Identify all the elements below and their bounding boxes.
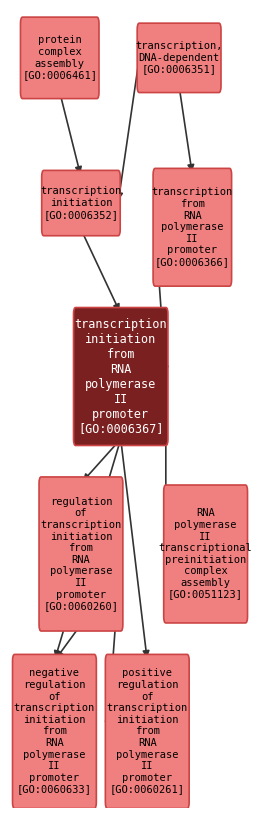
FancyBboxPatch shape [20, 17, 99, 98]
Text: transcription
from
RNA
polymerase
II
promoter
[GO:0006366]: transcription from RNA polymerase II pro… [152, 188, 233, 267]
FancyBboxPatch shape [164, 485, 248, 623]
Text: RNA
polymerase
II
transcriptional
preinitiation
complex
assembly
[GO:0051123]: RNA polymerase II transcriptional preini… [159, 508, 252, 599]
Text: transcription
initiation
[GO:0006352]: transcription initiation [GO:0006352] [40, 186, 122, 220]
Text: transcription
initiation
from
RNA
polymerase
II
promoter
[GO:0006367]: transcription initiation from RNA polyme… [75, 318, 167, 436]
FancyBboxPatch shape [137, 23, 221, 93]
FancyBboxPatch shape [39, 477, 123, 631]
FancyBboxPatch shape [73, 307, 168, 446]
FancyBboxPatch shape [42, 171, 120, 236]
Text: positive
regulation
of
transcription
initiation
from
RNA
polymerase
II
promoter
: positive regulation of transcription ini… [107, 668, 188, 794]
Text: regulation
of
transcription
initiation
from
RNA
polymerase
II
promoter
[GO:00602: regulation of transcription initiation f… [40, 497, 122, 611]
Text: protein
complex
assembly
[GO:0006461]: protein complex assembly [GO:0006461] [22, 36, 97, 80]
Text: transcription,
DNA-dependent
[GO:0006351]: transcription, DNA-dependent [GO:0006351… [135, 41, 223, 75]
FancyBboxPatch shape [105, 654, 189, 808]
FancyBboxPatch shape [153, 168, 232, 286]
Text: negative
regulation
of
transcription
initiation
from
RNA
polymerase
II
promoter
: negative regulation of transcription ini… [14, 668, 95, 794]
FancyBboxPatch shape [13, 654, 96, 808]
